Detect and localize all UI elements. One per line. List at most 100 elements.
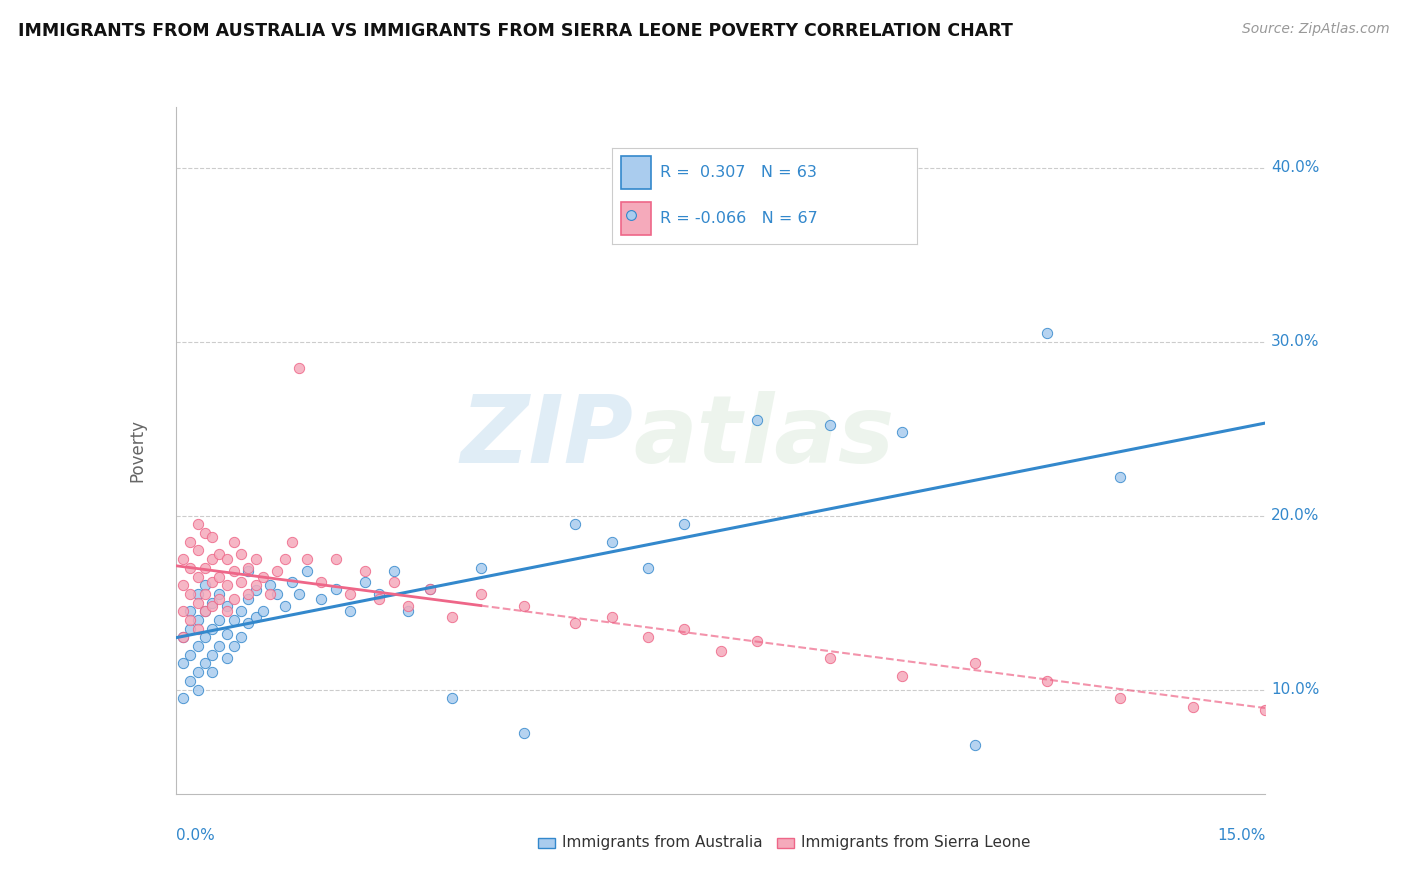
Point <box>245 583 267 598</box>
Point <box>818 651 841 665</box>
Point <box>252 604 274 618</box>
Point <box>231 604 253 618</box>
Point <box>194 604 217 618</box>
Point <box>288 587 311 601</box>
Point <box>215 651 238 665</box>
Point <box>208 592 231 607</box>
Point <box>309 592 332 607</box>
Point <box>1109 691 1132 706</box>
Point <box>295 552 318 566</box>
Point <box>419 582 441 596</box>
Point <box>208 613 231 627</box>
Point <box>281 534 304 549</box>
Point <box>513 599 536 613</box>
Point <box>194 604 217 618</box>
Point <box>201 648 224 662</box>
Point <box>252 569 274 583</box>
Text: 20.0%: 20.0% <box>1271 508 1319 524</box>
Point <box>222 639 245 653</box>
Point <box>470 587 492 601</box>
Point <box>172 631 194 645</box>
Text: IMMIGRANTS FROM AUSTRALIA VS IMMIGRANTS FROM SIERRA LEONE POVERTY CORRELATION CH: IMMIGRANTS FROM AUSTRALIA VS IMMIGRANTS … <box>18 22 1014 40</box>
Point <box>201 622 224 636</box>
Point <box>179 648 201 662</box>
Point <box>281 574 304 589</box>
Text: 30.0%: 30.0% <box>1271 334 1319 350</box>
Point <box>600 534 623 549</box>
Point <box>231 547 253 561</box>
Point <box>194 631 217 645</box>
Point <box>186 622 209 636</box>
Point <box>215 599 238 613</box>
Point <box>368 587 391 601</box>
Point <box>818 418 841 433</box>
Point <box>215 578 238 592</box>
Point <box>637 561 659 575</box>
Point <box>710 644 733 658</box>
Point <box>564 616 586 631</box>
Point <box>194 578 217 592</box>
Point <box>745 413 768 427</box>
Text: ZIP: ZIP <box>461 391 633 483</box>
Point <box>440 691 463 706</box>
Point <box>201 665 224 680</box>
Point <box>259 578 281 592</box>
Text: Immigrants from Sierra Leone: Immigrants from Sierra Leone <box>801 836 1031 850</box>
Point <box>309 574 332 589</box>
Point <box>295 564 318 578</box>
Point <box>222 534 245 549</box>
Point <box>637 631 659 645</box>
Point <box>208 569 231 583</box>
Point <box>201 529 224 543</box>
Point <box>186 543 209 558</box>
Text: Immigrants from Australia: Immigrants from Australia <box>562 836 762 850</box>
Point <box>339 587 361 601</box>
Point <box>238 587 260 601</box>
Text: 0.0%: 0.0% <box>176 828 215 843</box>
Point <box>194 657 217 671</box>
Point <box>1109 470 1132 484</box>
Text: Source: ZipAtlas.com: Source: ZipAtlas.com <box>1241 22 1389 37</box>
Bar <box>621 156 651 188</box>
Point <box>266 587 288 601</box>
Point <box>620 208 643 222</box>
Point <box>231 574 253 589</box>
Point <box>172 578 194 592</box>
Point <box>259 587 281 601</box>
Point <box>891 668 914 682</box>
Point <box>215 627 238 641</box>
Point <box>208 639 231 653</box>
Point <box>201 574 224 589</box>
Point <box>266 564 288 578</box>
Text: 15.0%: 15.0% <box>1218 828 1265 843</box>
Point <box>396 604 419 618</box>
Point <box>288 360 311 375</box>
Point <box>368 592 391 607</box>
Point <box>172 604 194 618</box>
Point <box>186 613 209 627</box>
Text: 10.0%: 10.0% <box>1271 682 1319 697</box>
Point <box>382 564 405 578</box>
Point <box>179 604 201 618</box>
Point <box>274 599 297 613</box>
Point <box>745 633 768 648</box>
Point <box>179 534 201 549</box>
Point <box>194 526 217 541</box>
Point <box>222 592 245 607</box>
Point <box>325 552 347 566</box>
Point <box>440 609 463 624</box>
Point <box>963 657 986 671</box>
Point <box>186 639 209 653</box>
Point <box>600 609 623 624</box>
Point <box>215 552 238 566</box>
Point <box>238 561 260 575</box>
Point <box>396 599 419 613</box>
Point <box>353 574 375 589</box>
Text: atlas: atlas <box>633 391 894 483</box>
Point <box>238 616 260 631</box>
Text: 40.0%: 40.0% <box>1271 161 1319 176</box>
Point <box>673 622 696 636</box>
Bar <box>621 202 651 235</box>
Point <box>179 561 201 575</box>
Point <box>245 609 267 624</box>
